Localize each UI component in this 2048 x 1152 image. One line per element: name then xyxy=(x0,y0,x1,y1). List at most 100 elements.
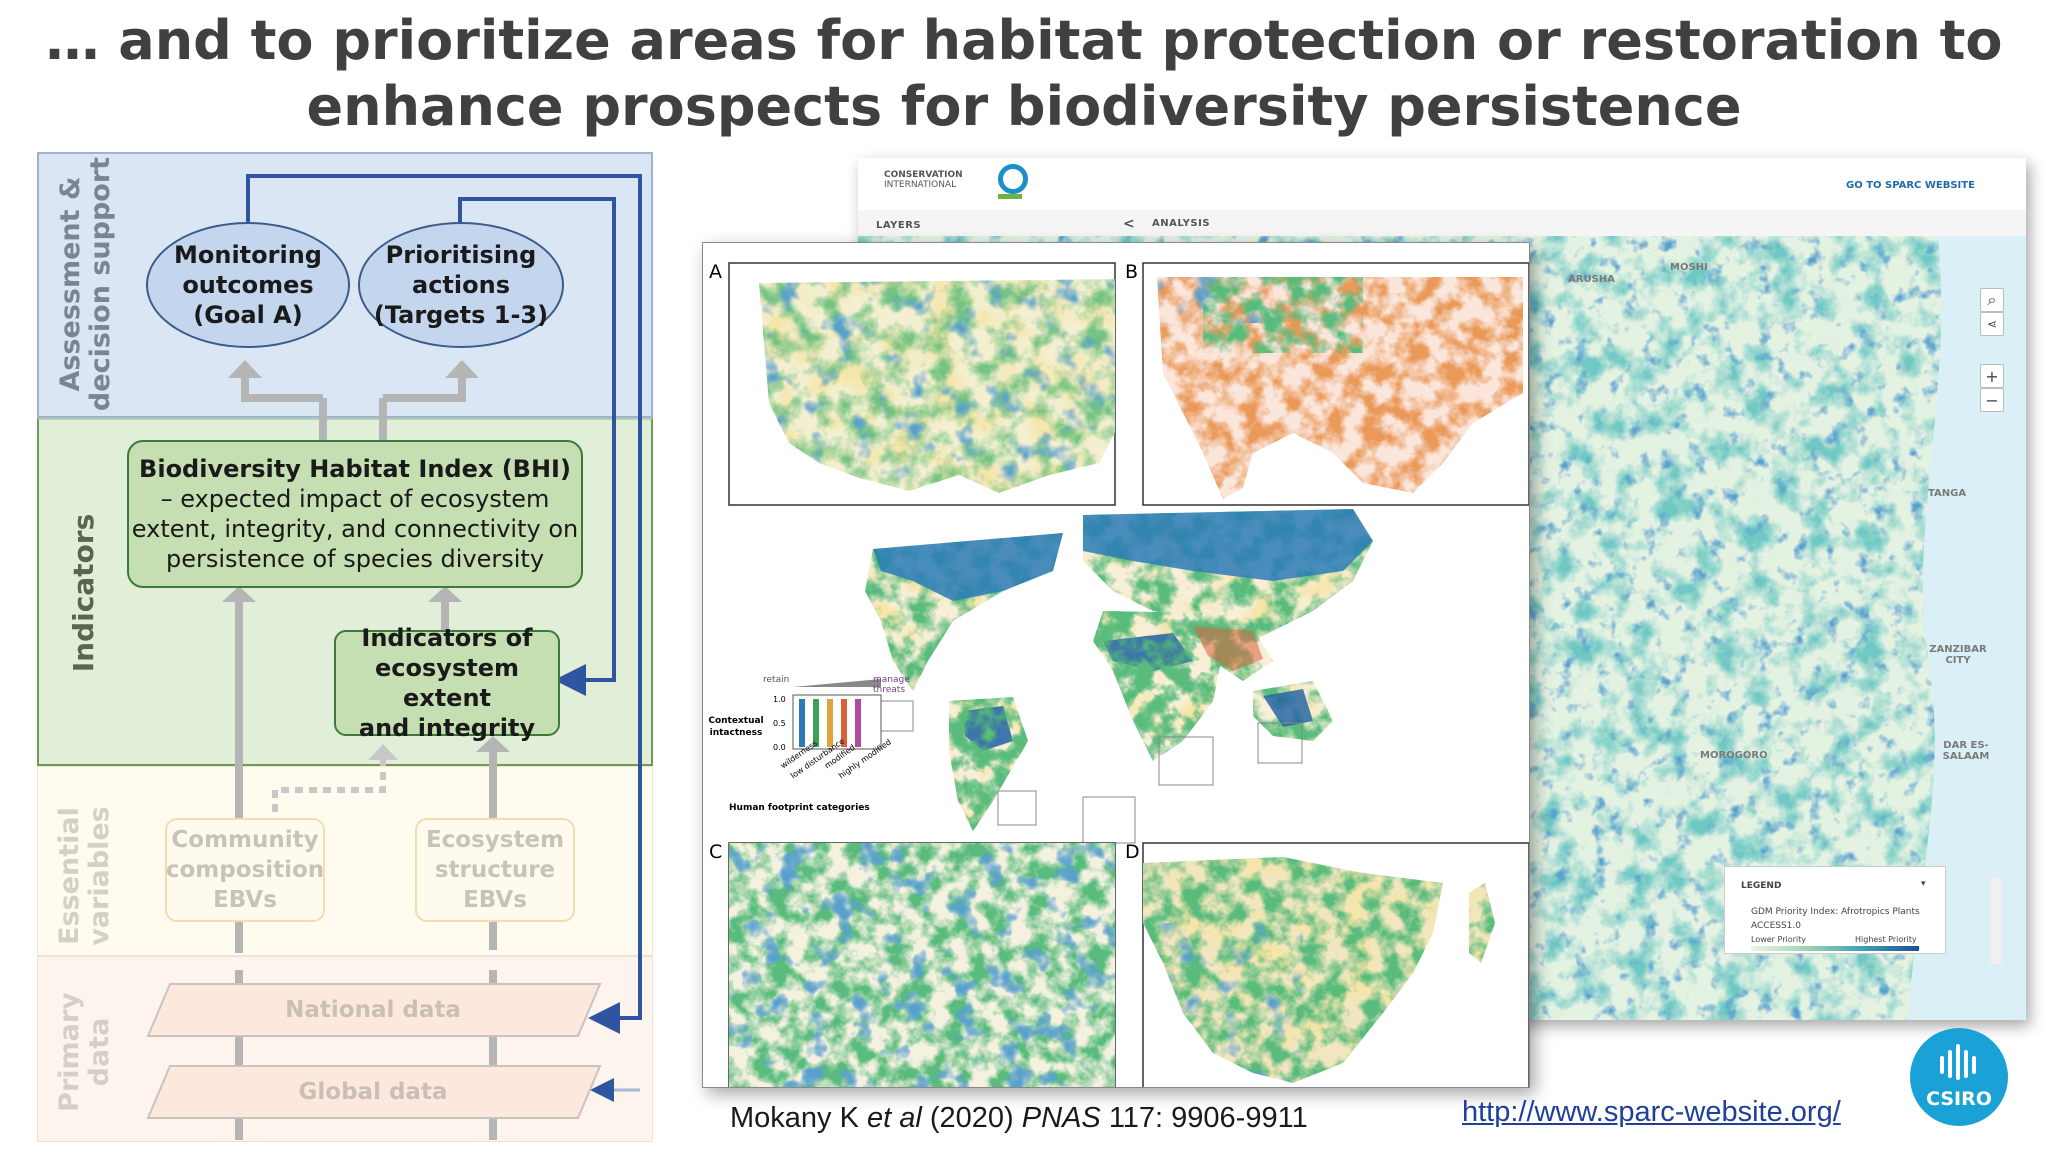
legend-title: LEGEND xyxy=(1741,881,1782,891)
ci-line2: INTERNATIONAL xyxy=(884,180,957,190)
analysis-tab[interactable]: ANALYSIS xyxy=(1152,218,1211,229)
prioritising-line3: (Targets 1-3) xyxy=(373,301,549,329)
intactness-legend-graphic xyxy=(792,679,882,750)
global-data-shape xyxy=(146,1065,602,1119)
citation-author: Mokany K xyxy=(730,1102,867,1134)
global-data-label: Global data xyxy=(298,1079,448,1105)
prioritising-actions-node: Prioritising actions (Targets 1-3) xyxy=(358,222,564,348)
slide-title-line2: enhance prospects for biodiversity persi… xyxy=(306,75,1742,138)
bhi-title: Biodiversity Habitat Index (BHI) xyxy=(139,455,571,483)
panel-letter-b: B xyxy=(1125,261,1139,283)
legend-tick-mid: 0.5 xyxy=(773,719,786,728)
ci-underline-icon xyxy=(998,194,1022,199)
place-moshi: MOSHI xyxy=(1670,262,1708,273)
world-map xyxy=(865,509,1373,844)
community-line3: EBVs xyxy=(213,887,277,913)
legend-toggle-icon[interactable]: ▾ xyxy=(1921,879,1926,889)
legend-tick-bottom: 0.0 xyxy=(773,743,786,752)
citation-journal: PNAS xyxy=(1021,1102,1101,1134)
panel-c-map xyxy=(728,842,1116,1087)
ci-logo: CONSERVATION INTERNATIONAL xyxy=(884,164,1028,199)
pnas-figure: A B C D retain manage threats Contextual… xyxy=(702,242,1530,1088)
ecoind-line1: Indicators of xyxy=(361,624,533,652)
ecosystem-ebv-node: Ecosystem structure EBVs xyxy=(415,818,575,922)
ci-logo-text: CONSERVATION INTERNATIONAL xyxy=(884,170,963,190)
legend-gradient xyxy=(1751,946,1919,951)
monitoring-line1: Monitoring xyxy=(174,241,322,269)
arrow-bhi-up xyxy=(241,378,466,440)
monitoring-line3: (Goal A) xyxy=(193,301,303,329)
map-legend-panel[interactable]: LEGEND ▾ GDM Priority Index: Afrotropics… xyxy=(1724,866,1946,954)
search-icon: ⌕ xyxy=(1987,290,1997,309)
community-line1: Community xyxy=(171,827,319,853)
legend-retain: retain xyxy=(763,675,790,685)
community-ebv-node: Community composition EBVs xyxy=(165,818,325,922)
national-data-label: National data xyxy=(285,997,461,1023)
slide-title-line1: … and to prioritize areas for habitat pr… xyxy=(45,9,2003,72)
ecoebv-line2: structure xyxy=(434,857,556,883)
legend-low-label: Lower Priority xyxy=(1751,935,1806,944)
bhi-line2: extent, integrity, and connectivity on xyxy=(131,515,579,543)
monitoring-outcomes-node: Monitoring outcomes (Goal A) xyxy=(146,222,350,348)
monitoring-line2: outcomes xyxy=(182,271,314,299)
legend-axis-title: Contextual intactness xyxy=(708,716,764,738)
bhi-line1: – expected impact of ecosystem xyxy=(160,485,550,513)
map-share-button[interactable]: ⋖ xyxy=(1980,312,2004,336)
citation-pages: 117: 9906-9911 xyxy=(1100,1102,1308,1134)
bhi-line3: persistence of species diversity xyxy=(165,545,545,573)
ecoebv-line1: Ecosystem xyxy=(425,827,565,853)
csiro-bars-icon xyxy=(1940,1044,1976,1080)
prioritising-line1: Prioritising xyxy=(385,241,537,269)
sparc-url-link[interactable]: http://www.sparc-website.org/ xyxy=(1462,1096,1841,1128)
panel-b-map xyxy=(1142,262,1529,506)
legend-model-name: ACCESS1.0 xyxy=(1751,921,1801,931)
layers-tab[interactable]: LAYERS xyxy=(876,220,922,231)
diagram-arrows xyxy=(146,174,642,1140)
ci-circle-icon xyxy=(998,164,1028,194)
feedback-arrow-monitoring xyxy=(246,174,642,1034)
national-data-shape xyxy=(146,983,602,1037)
legend-tick-top: 1.0 xyxy=(773,695,786,704)
sparc-toolbar: LAYERS < ANALYSIS xyxy=(858,210,2026,236)
ecosystem-indicators-node: Indicators of ecosystem extent and integri… xyxy=(334,624,560,742)
panel-letter-c: C xyxy=(709,841,723,863)
layers-collapse-chevron[interactable]: < xyxy=(1123,216,1136,232)
citation-etal: et al xyxy=(867,1102,922,1134)
ci-line1: CONSERVATION xyxy=(884,170,963,180)
zoom-out-button[interactable]: − xyxy=(1980,388,2004,412)
plus-icon: + xyxy=(1985,366,1999,386)
panel-letter-d: D xyxy=(1125,841,1140,863)
place-dar: DAR ES-SALAAM xyxy=(1942,740,1990,762)
goto-sparc-link[interactable]: GO TO SPARC WEBSITE xyxy=(1846,180,1975,191)
sparc-header: CONSERVATION INTERNATIONAL GO TO SPARC W… xyxy=(858,158,2026,211)
map-search-button[interactable]: ⌕ xyxy=(1980,288,2004,312)
legend-high-label: Highest Priority xyxy=(1855,935,1917,944)
csiro-logo: CSIRO xyxy=(1910,1028,2008,1126)
place-morogoro: MOROGORO xyxy=(1700,750,1768,761)
feedback-arrow-prioritising xyxy=(458,197,616,696)
panel-d-map xyxy=(1142,842,1529,1087)
share-icon: ⋖ xyxy=(1986,317,1998,331)
ecoind-line2: ecosystem extent xyxy=(375,654,519,712)
place-tanga: TANGA xyxy=(1928,488,1967,499)
legend-layer-name: GDM Priority Index: Afrotropics Plants xyxy=(1751,907,1920,917)
minus-icon: − xyxy=(1985,390,1999,410)
panel-letter-a: A xyxy=(709,261,722,283)
bhi-node: Biodiversity Habitat Index (BHI) – expect… xyxy=(127,440,583,588)
ecoind-line3: and integrity xyxy=(358,714,536,742)
place-arusha: ARUSHA xyxy=(1568,274,1615,285)
dotted-arrow-community xyxy=(272,760,386,812)
ecoebv-line3: EBVs xyxy=(463,887,527,913)
citation-year: (2020) xyxy=(921,1102,1022,1134)
community-line2: composition xyxy=(165,857,325,883)
map-scrollbar[interactable] xyxy=(1990,878,2002,964)
figure-maps xyxy=(728,262,1529,1087)
panel-a-map xyxy=(728,262,1116,506)
slide-title: … and to prioritize areas for habitat pr… xyxy=(0,8,2048,140)
zoom-in-button[interactable]: + xyxy=(1980,364,2004,388)
citation: Mokany K et al (2020) PNAS 117: 9906-991… xyxy=(730,1102,1308,1135)
legend-footer: Human footprint categories xyxy=(729,803,870,813)
csiro-wordmark: CSIRO xyxy=(1926,1088,1992,1110)
prioritising-line2: actions xyxy=(412,271,510,299)
legend-manage: manage threats xyxy=(873,675,910,695)
